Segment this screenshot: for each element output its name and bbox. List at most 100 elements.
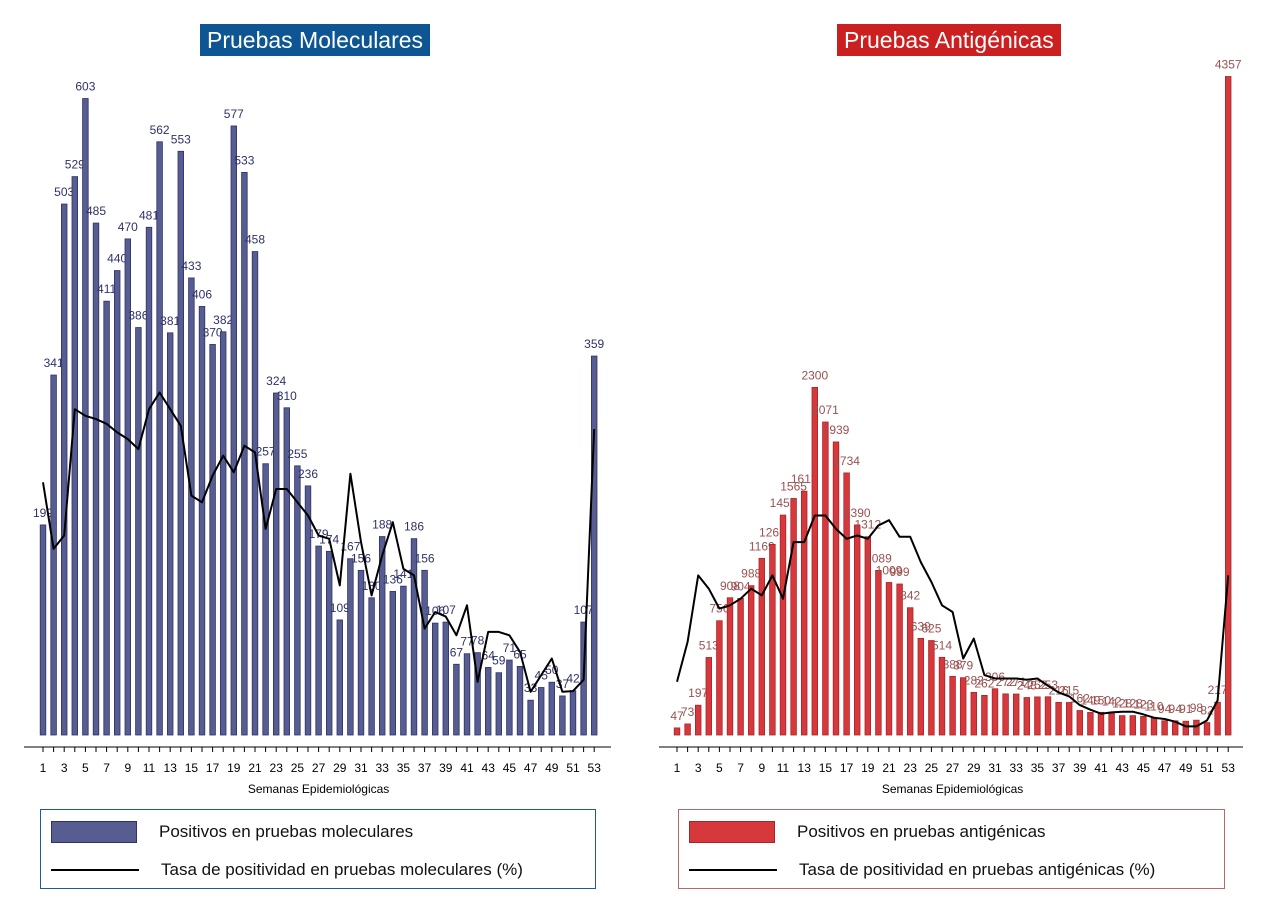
legend-item-line: Tasa de positividad en pruebas molecular… [51, 857, 523, 883]
molecular-chart: 1993415035296034854114404703864815623815… [24, 80, 611, 796]
x-tick-label: 37 [418, 761, 432, 775]
bar [673, 727, 681, 736]
data-label: 625 [921, 622, 941, 636]
data-label: 156 [351, 551, 371, 565]
data-label: 1089 [865, 551, 892, 565]
x-tick-label: 43 [482, 761, 496, 775]
bar [981, 695, 988, 736]
data-label: 262 [974, 676, 994, 690]
data-label: 248 [1017, 679, 1037, 693]
data-label: 359 [584, 337, 604, 351]
data-label: 406 [192, 287, 212, 301]
bar [896, 583, 903, 736]
data-label: 98 [1190, 701, 1204, 715]
x-tick-label: 15 [819, 761, 833, 775]
bar [1044, 696, 1052, 736]
bar [959, 677, 967, 736]
antigen-chart-title: Pruebas Antigénicas [837, 24, 1061, 56]
x-tick-label: 29 [333, 761, 347, 775]
bar [885, 582, 893, 736]
bar [716, 620, 723, 736]
antigen-panel: 47 73 197 513 756 908 904 988 1169 1261 1455 1565 16… [635, 0, 1270, 924]
bar [769, 544, 776, 736]
bar [1002, 693, 1009, 736]
bar [156, 141, 163, 736]
bar [822, 421, 829, 736]
bar [230, 125, 237, 736]
data-label: 379 [953, 659, 973, 673]
bar [50, 374, 57, 736]
x-tick-label: 27 [312, 761, 326, 775]
data-label: 167 [340, 540, 360, 554]
data-label: 73 [681, 705, 695, 719]
x-tick-label: 47 [1158, 761, 1172, 775]
bar [1076, 710, 1083, 736]
data-label: 128 [1112, 697, 1132, 711]
bar [357, 569, 365, 736]
data-label: 156 [415, 551, 435, 565]
data-label: 91 [1179, 702, 1193, 716]
bar [1182, 720, 1189, 736]
bar [1108, 713, 1115, 736]
bar [853, 524, 861, 736]
data-label: 107 [574, 603, 594, 617]
data-label: 514 [932, 638, 952, 652]
bar [1129, 715, 1136, 736]
bar [368, 597, 375, 736]
data-label: 324 [266, 374, 286, 388]
data-label: 67 [450, 645, 464, 659]
bar [970, 691, 977, 736]
bar [347, 558, 354, 736]
bar [251, 251, 259, 736]
data-label: 1565 [780, 479, 807, 493]
bar [569, 690, 577, 736]
data-label: 386 [128, 309, 148, 323]
bar [1055, 701, 1062, 736]
bar [209, 344, 216, 736]
data-label: 533 [234, 153, 254, 167]
data-label: 529 [65, 158, 85, 172]
bar [559, 695, 566, 736]
bar [800, 490, 808, 736]
bar [145, 226, 153, 736]
bar [272, 392, 280, 736]
data-label: 603 [75, 80, 95, 94]
bar [1214, 701, 1221, 736]
bar [1012, 693, 1020, 736]
x-tick-label: 37 [1052, 761, 1066, 775]
data-label: 381 [160, 314, 180, 328]
data-label: 481 [139, 208, 159, 222]
x-tick-label: 47 [524, 761, 538, 775]
legend-item-line: Tasa de positividad en pruebas antigénic… [689, 857, 1155, 883]
x-tick-label: 31 [354, 761, 368, 775]
data-label: 1455 [770, 496, 797, 510]
bar [1118, 715, 1126, 736]
data-label: 257 [256, 445, 276, 459]
data-label: 485 [86, 204, 106, 218]
x-tick-label: 13 [798, 761, 812, 775]
data-label: 199 [33, 506, 53, 520]
bar [325, 550, 333, 736]
data-label: 1312 [854, 518, 881, 532]
bar [758, 557, 765, 736]
x-tick-label: 33 [376, 761, 390, 775]
x-axis-title: Semanas Epidemiológicas [248, 782, 389, 796]
data-label: 306 [985, 670, 1005, 684]
data-label: 236 [298, 467, 318, 481]
data-label: 553 [171, 132, 191, 146]
data-label: 1261 [759, 525, 786, 539]
x-tick-label: 7 [103, 761, 110, 775]
x-tick-label: 17 [206, 761, 220, 775]
bar [1161, 720, 1168, 736]
bar [495, 672, 502, 736]
bar [1023, 697, 1030, 736]
bar [1193, 719, 1200, 736]
data-label: 988 [741, 567, 761, 581]
data-label: 149 [1080, 693, 1100, 707]
x-tick-label: 51 [566, 761, 580, 775]
bar [938, 656, 946, 736]
data-label: 382 [213, 313, 233, 327]
data-label: 94 [1169, 702, 1183, 716]
legend-line-label: Tasa de positividad en pruebas antigénic… [799, 860, 1156, 879]
bar [527, 699, 534, 736]
